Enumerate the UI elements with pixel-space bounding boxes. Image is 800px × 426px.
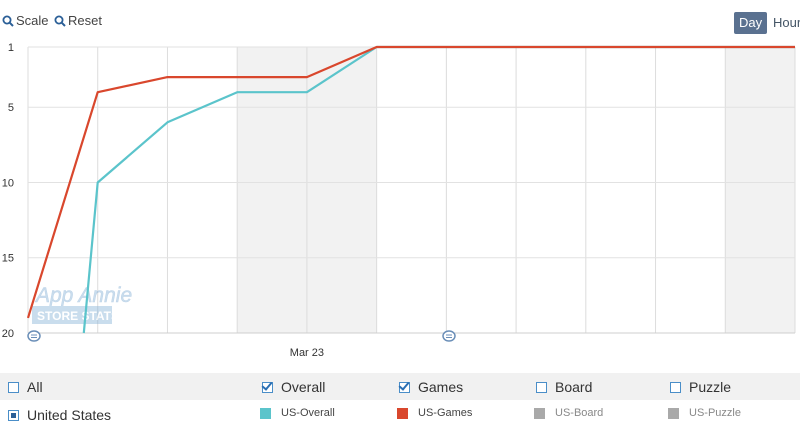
filter-games[interactable]: Games [399, 379, 463, 395]
x-axis-ticks: Mar 23 [290, 347, 324, 359]
y-tick-label: 20 [2, 328, 14, 340]
legend-label: US-Games [418, 407, 473, 419]
y-tick-label: 1 [8, 42, 14, 54]
y-tick-label: 10 [2, 177, 14, 189]
annotation-markers [27, 330, 456, 342]
y-tick-label: 5 [8, 102, 14, 114]
weekend-band [725, 47, 795, 333]
legend-label: US-Board [555, 407, 604, 419]
series-legend: United States [0, 403, 800, 426]
watermark: App Annie STORE STATS [32, 284, 132, 324]
watermark-title: App Annie [34, 284, 132, 307]
chart-toolbar: Scale Reset Day Hour [0, 0, 800, 44]
filter-board-label: Board [555, 379, 593, 395]
scale-button[interactable]: Scale [2, 13, 49, 28]
filter-puzzle-label: Puzzle [689, 379, 732, 395]
zoom-icon [2, 15, 14, 27]
annotation-bubble-icon[interactable] [442, 330, 456, 342]
swatch-us-board [534, 407, 545, 419]
swatch-us-games [397, 407, 408, 419]
legend-series-us-board[interactable]: US-Board [534, 407, 603, 419]
legend-label: US-Overall [281, 407, 335, 419]
series-lines [26, 45, 795, 334]
filter-games-label: Games [418, 379, 464, 395]
legend-label: US-Puzzle [689, 407, 741, 419]
filter-overall[interactable]: Overall [262, 379, 325, 395]
country-united-states[interactable]: United States [8, 407, 111, 423]
filter-all[interactable]: All [8, 379, 43, 395]
checkbox-puzzle[interactable] [670, 381, 681, 393]
legend-series-us-puzzle[interactable]: US-Puzzle [668, 407, 741, 419]
hour-toggle[interactable]: Hour [773, 15, 800, 30]
legend-series-us-overall[interactable]: US-Overall [260, 407, 335, 419]
filter-overall-label: Overall [281, 379, 326, 395]
series-line-us-overall [82, 45, 795, 334]
checkbox-board[interactable] [536, 381, 547, 393]
country-radio[interactable] [8, 409, 19, 421]
filter-board[interactable]: Board [536, 379, 592, 395]
swatch-us-puzzle [668, 407, 679, 419]
country-label: United States [27, 407, 112, 423]
annotation-bubble-icon[interactable] [27, 330, 41, 342]
x-tick-label: Mar 23 [290, 347, 324, 359]
zoom-reset-icon [54, 15, 66, 27]
checkbox-games[interactable] [399, 381, 410, 393]
grid-lines [27, 46, 796, 334]
swatch-us-overall [260, 407, 271, 419]
legend-series-us-games[interactable]: US-Games [397, 407, 472, 419]
checkbox-all[interactable] [8, 381, 19, 393]
filter-puzzle[interactable]: Puzzle [670, 379, 731, 395]
day-toggle[interactable]: Day [734, 12, 768, 34]
watermark-subtitle: STORE STATS [37, 309, 119, 323]
reset-label: Reset [68, 13, 102, 28]
category-filter-bar: All Overall Games Board Puzzle [0, 373, 800, 400]
watermark-banner [32, 306, 112, 324]
series-line-us-games [26, 45, 795, 319]
checkbox-overall[interactable] [262, 381, 273, 393]
scale-label: Scale [16, 13, 49, 28]
y-tick-label: 15 [2, 253, 14, 265]
filter-all-label: All [27, 379, 43, 395]
reset-button[interactable]: Reset [54, 13, 102, 28]
